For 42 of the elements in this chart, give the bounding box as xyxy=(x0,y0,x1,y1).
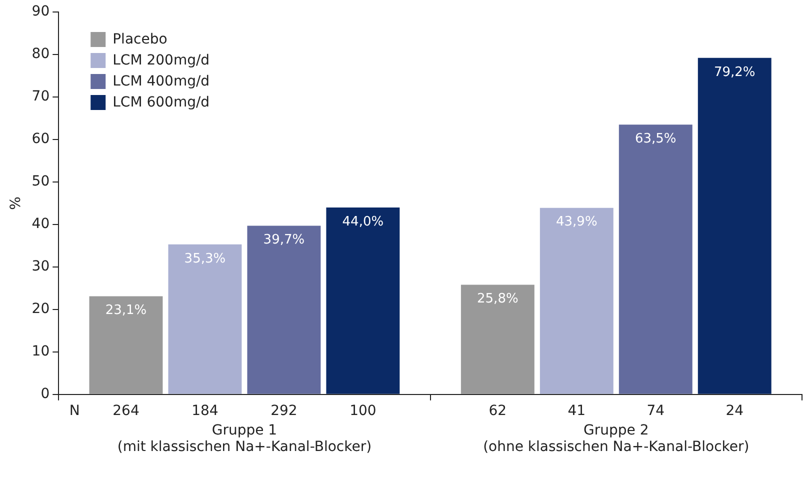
y-axis-title: % xyxy=(8,196,24,210)
data-label: 23,1% xyxy=(105,303,147,318)
bar xyxy=(460,284,534,394)
y-tick-label: 90 xyxy=(32,4,50,20)
x-tick-label: Gruppe 2 (ohne klassischen Na+-Kanal-Blocker) xyxy=(483,422,750,456)
y-tick-label: 10 xyxy=(32,344,50,360)
data-label: 44,0% xyxy=(342,214,384,230)
data-label: 35,3% xyxy=(184,251,226,266)
bar xyxy=(540,208,614,394)
bar xyxy=(698,58,772,394)
data-label: 43,9% xyxy=(556,214,598,230)
legend-label: LCM 400mg/d xyxy=(112,74,210,90)
x-tick-label: Gruppe 1 (mit klassischen Na+-Kanal-Blocker) xyxy=(117,422,372,456)
bar xyxy=(89,296,163,394)
bar xyxy=(326,207,400,394)
text: 264 xyxy=(112,403,140,420)
text: 24 xyxy=(726,403,744,420)
data-label: 79,2% xyxy=(714,64,756,80)
text: 184 xyxy=(192,403,218,420)
y-tick-label: 50 xyxy=(32,174,50,190)
text: N xyxy=(69,403,80,420)
legend-label: LCM 200mg/d xyxy=(112,52,210,69)
y-tick-label: 70 xyxy=(32,88,50,105)
y-tick-label: 20 xyxy=(32,301,50,318)
text: 62 xyxy=(488,403,507,420)
bar xyxy=(618,124,692,394)
data-label: 63,5% xyxy=(634,131,676,146)
y-tick-label: 30 xyxy=(32,258,50,275)
text: 74 xyxy=(646,403,665,420)
legend-label: LCM 600mg/d xyxy=(112,94,210,111)
y-tick-label: 40 xyxy=(32,216,50,232)
bar xyxy=(247,226,321,394)
legend-label: Placebo xyxy=(112,32,168,48)
y-tick-label: 80 xyxy=(32,46,50,62)
y-tick-label: 0 xyxy=(40,386,50,402)
bar xyxy=(168,244,242,394)
text: 292 xyxy=(270,403,298,420)
data-label: 25,8% xyxy=(477,292,518,307)
data-label: 39,7% xyxy=(263,232,305,248)
text: 100 xyxy=(350,403,376,420)
y-tick-label: 60 xyxy=(32,131,50,148)
text: 41 xyxy=(568,403,586,420)
